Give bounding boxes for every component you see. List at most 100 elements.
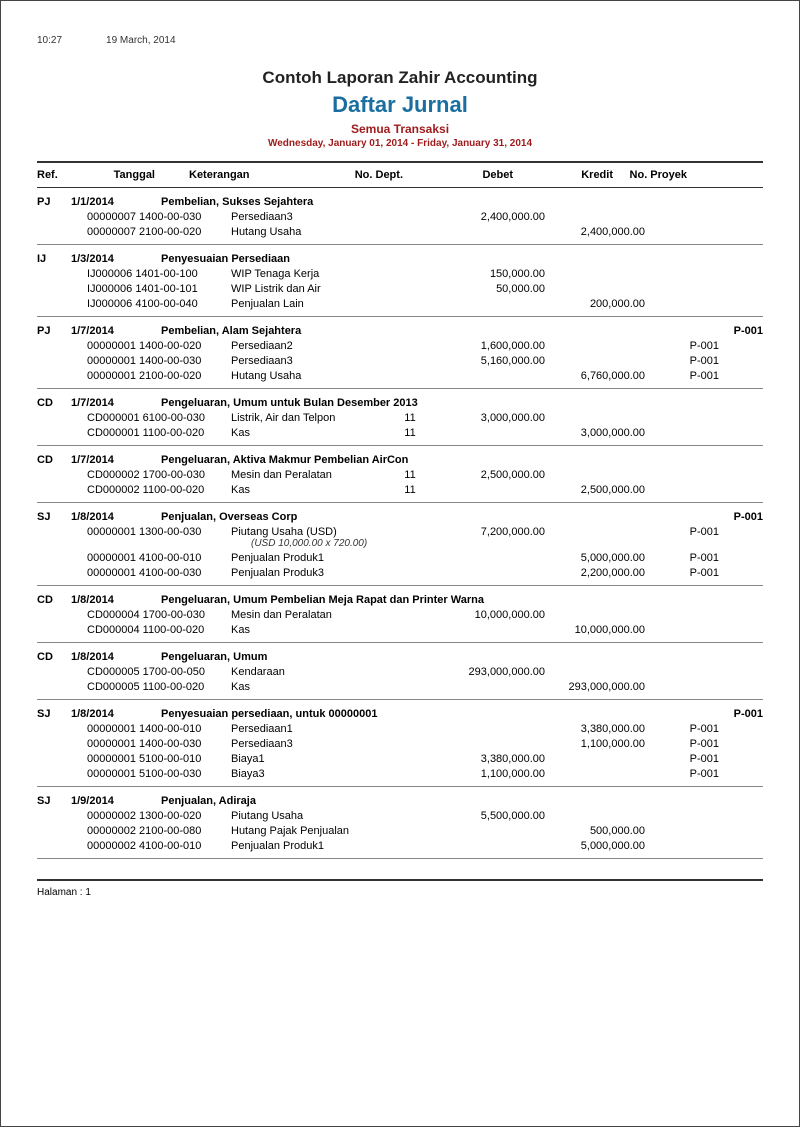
line-kredit: 6,760,000.00 — [545, 370, 645, 382]
line-desc: Persediaan1 — [231, 723, 381, 735]
group-date: 1/7/2014 — [71, 454, 161, 466]
line-dept — [381, 753, 439, 765]
group-ref: CD — [37, 651, 71, 663]
line-kredit — [545, 768, 645, 780]
journal-group: SJ1/9/2014Penjualan, Adiraja00000002 130… — [37, 795, 763, 859]
journal-line: IJ000006 1401-00-100WIP Tenaga Kerja150,… — [37, 265, 763, 280]
line-code: IJ000006 1401-00-100 — [87, 268, 231, 280]
line-debet — [439, 370, 545, 382]
line-project — [645, 427, 719, 439]
journal-body: PJ1/1/2014Pembelian, Sukses Sejahtera000… — [37, 196, 763, 859]
group-separator — [37, 642, 763, 643]
journal-line: 00000001 4100-00-030Penjualan Produk32,2… — [37, 564, 763, 579]
journal-line: 00000002 1300-00-020Piutang Usaha5,500,0… — [37, 807, 763, 822]
journal-group: SJ1/8/2014Penyesuaian persediaan, untuk … — [37, 708, 763, 787]
line-project: P-001 — [645, 567, 719, 579]
line-debet — [439, 484, 545, 496]
meta-row: 10:27 19 March, 2014 — [37, 35, 763, 46]
group-separator — [37, 388, 763, 389]
line-kredit: 500,000.00 — [545, 825, 645, 837]
group-date: 1/8/2014 — [71, 594, 161, 606]
line-project — [645, 681, 719, 693]
journal-line: 00000007 1400-00-030Persediaan32,400,000… — [37, 208, 763, 223]
line-debet — [439, 723, 545, 735]
line-dept — [381, 298, 439, 310]
line-debet: 2,500,000.00 — [439, 469, 545, 481]
line-code: CD000005 1100-00-020 — [87, 681, 231, 693]
journal-line: 00000001 4100-00-010Penjualan Produk15,0… — [37, 549, 763, 564]
group-project — [689, 651, 763, 663]
journal-line: CD000005 1100-00-020Kas293,000,000.00 — [37, 678, 763, 693]
line-desc: Biaya1 — [231, 753, 381, 765]
line-project — [645, 666, 719, 678]
line-code: 00000007 2100-00-020 — [87, 226, 231, 238]
line-code: 00000001 4100-00-010 — [87, 552, 231, 564]
line-code: 00000001 5100-00-010 — [87, 753, 231, 765]
line-desc: Hutang Usaha — [231, 370, 381, 382]
line-dept — [381, 211, 439, 223]
line-desc: WIP Tenaga Kerja — [231, 268, 381, 280]
group-ref: PJ — [37, 196, 71, 208]
line-debet — [439, 567, 545, 579]
report-page: 10:27 19 March, 2014 Contoh Laporan Zahi… — [0, 0, 800, 1127]
line-code: CD000005 1700-00-050 — [87, 666, 231, 678]
line-dept — [381, 268, 439, 280]
group-separator — [37, 244, 763, 245]
group-project — [689, 397, 763, 409]
group-separator — [37, 858, 763, 859]
line-dept — [381, 609, 439, 621]
group-desc: Pengeluaran, Umum Pembelian Meja Rapat d… — [161, 594, 689, 606]
group-desc: Penjualan, Adiraja — [161, 795, 689, 807]
journal-line: IJ000006 4100-00-040Penjualan Lain200,00… — [37, 295, 763, 310]
group-date: 1/8/2014 — [71, 708, 161, 720]
line-project — [645, 624, 719, 636]
group-header: PJ1/1/2014Pembelian, Sukses Sejahtera — [37, 196, 763, 208]
page-footer: Halaman : 1 — [37, 879, 763, 898]
page-number: Halaman : 1 — [37, 887, 91, 898]
line-project: P-001 — [645, 355, 719, 367]
line-project: P-001 — [645, 552, 719, 564]
line-desc: Penjualan Produk1 — [231, 840, 381, 852]
line-kredit: 2,400,000.00 — [545, 226, 645, 238]
journal-line: CD000001 1100-00-020Kas113,000,000.00 — [37, 424, 763, 439]
group-date: 1/7/2014 — [71, 397, 161, 409]
line-code: 00000001 1400-00-030 — [87, 738, 231, 750]
line-project — [645, 840, 719, 852]
group-desc: Pembelian, Sukses Sejahtera — [161, 196, 689, 208]
group-ref: SJ — [37, 708, 71, 720]
line-kredit — [545, 211, 645, 223]
line-debet: 5,160,000.00 — [439, 355, 545, 367]
line-desc: Hutang Usaha — [231, 226, 381, 238]
line-desc: Kas — [231, 681, 381, 693]
line-dept: 11 — [381, 469, 439, 481]
line-kredit — [545, 810, 645, 822]
line-desc: Kas — [231, 427, 381, 439]
group-date: 1/8/2014 — [71, 651, 161, 663]
line-project — [645, 412, 719, 424]
journal-group: CD1/7/2014Pengeluaran, Umum untuk Bulan … — [37, 397, 763, 446]
group-separator — [37, 699, 763, 700]
line-code: 00000007 1400-00-030 — [87, 211, 231, 223]
line-desc: Piutang Usaha — [231, 810, 381, 822]
line-desc: Penjualan Produk3 — [231, 567, 381, 579]
column-header: Ref. Tanggal Keterangan No. Dept. Debet … — [37, 161, 763, 188]
group-date: 1/8/2014 — [71, 511, 161, 523]
group-separator — [37, 316, 763, 317]
journal-line: 00000007 2100-00-020Hutang Usaha 2,400,00… — [37, 223, 763, 238]
journal-group: PJ1/7/2014Pembelian, Alam SejahteraP-001… — [37, 325, 763, 389]
line-debet: 50,000.00 — [439, 283, 545, 295]
line-dept — [381, 840, 439, 852]
report-subtitle: Semua Transaksi — [37, 122, 763, 136]
group-project: P-001 — [689, 708, 763, 720]
journal-line: 00000001 1300-00-030Piutang Usaha (USD)7… — [37, 523, 763, 538]
line-dept — [381, 226, 439, 238]
group-header: CD1/7/2014Pengeluaran, Aktiva Makmur Pem… — [37, 454, 763, 466]
journal-group: PJ1/1/2014Pembelian, Sukses Sejahtera000… — [37, 196, 763, 245]
group-separator — [37, 502, 763, 503]
group-desc: Pengeluaran, Umum — [161, 651, 689, 663]
report-time: 10:27 — [37, 35, 62, 46]
company-name: Contoh Laporan Zahir Accounting — [37, 68, 763, 88]
line-dept — [381, 825, 439, 837]
col-ref: Ref. — [37, 169, 71, 181]
line-debet — [439, 226, 545, 238]
